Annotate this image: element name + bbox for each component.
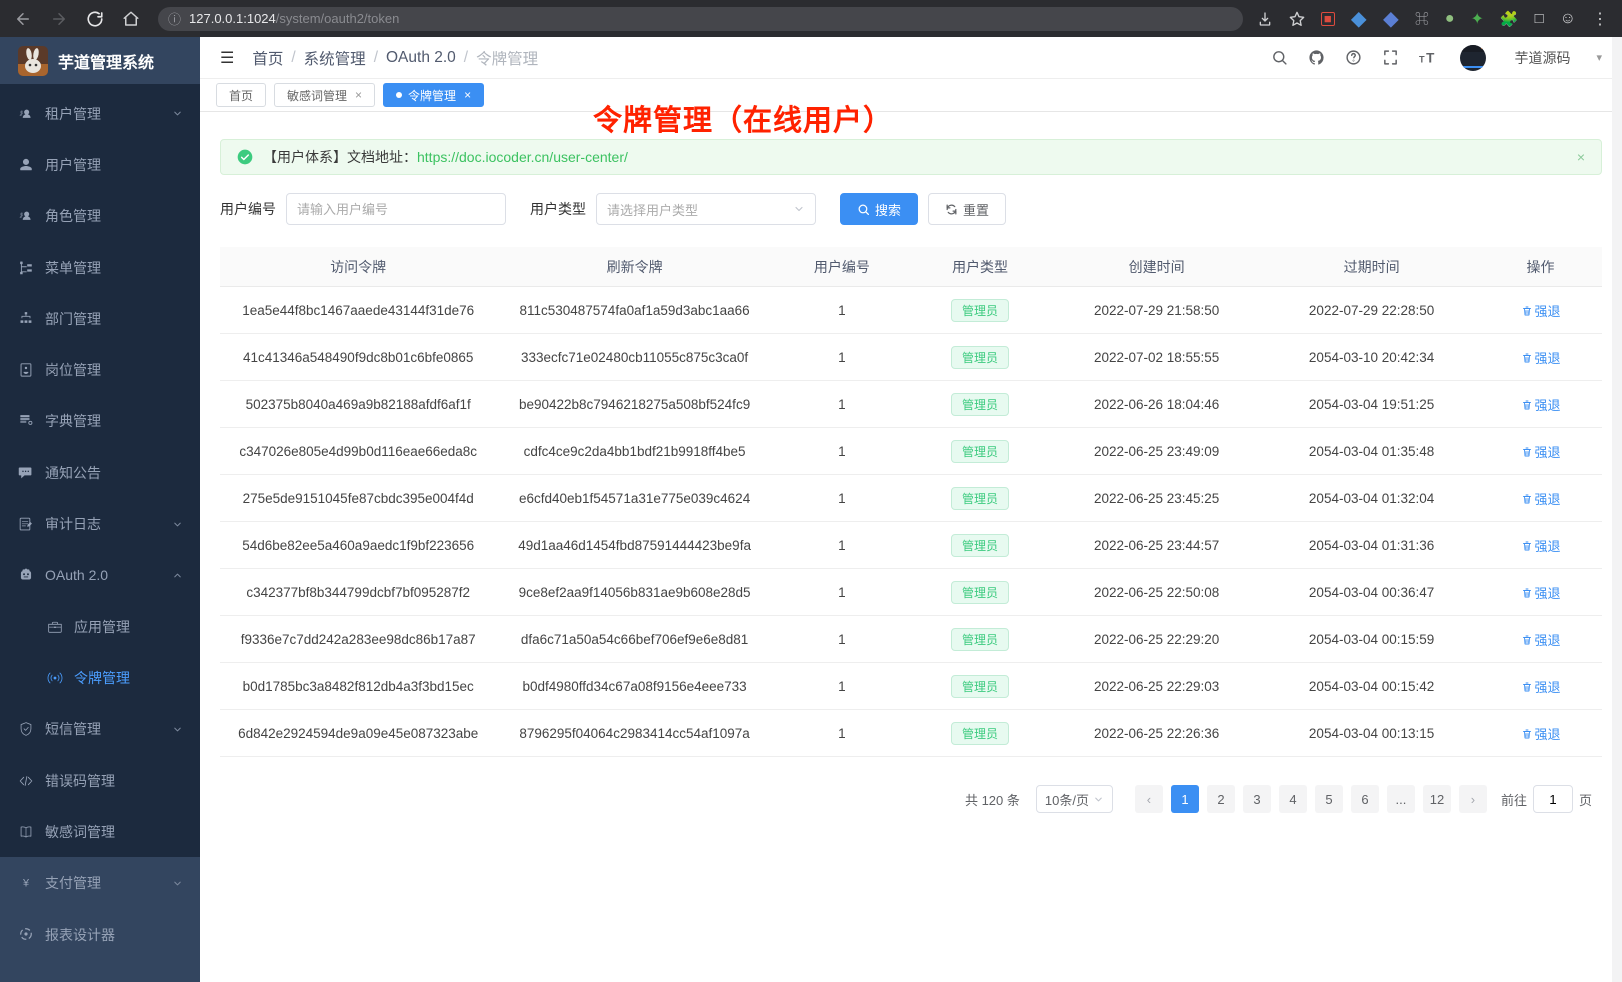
svg-text:¥: ¥ xyxy=(22,877,30,889)
svg-text:T: T xyxy=(1419,54,1425,64)
svg-text:T: T xyxy=(1427,50,1436,65)
